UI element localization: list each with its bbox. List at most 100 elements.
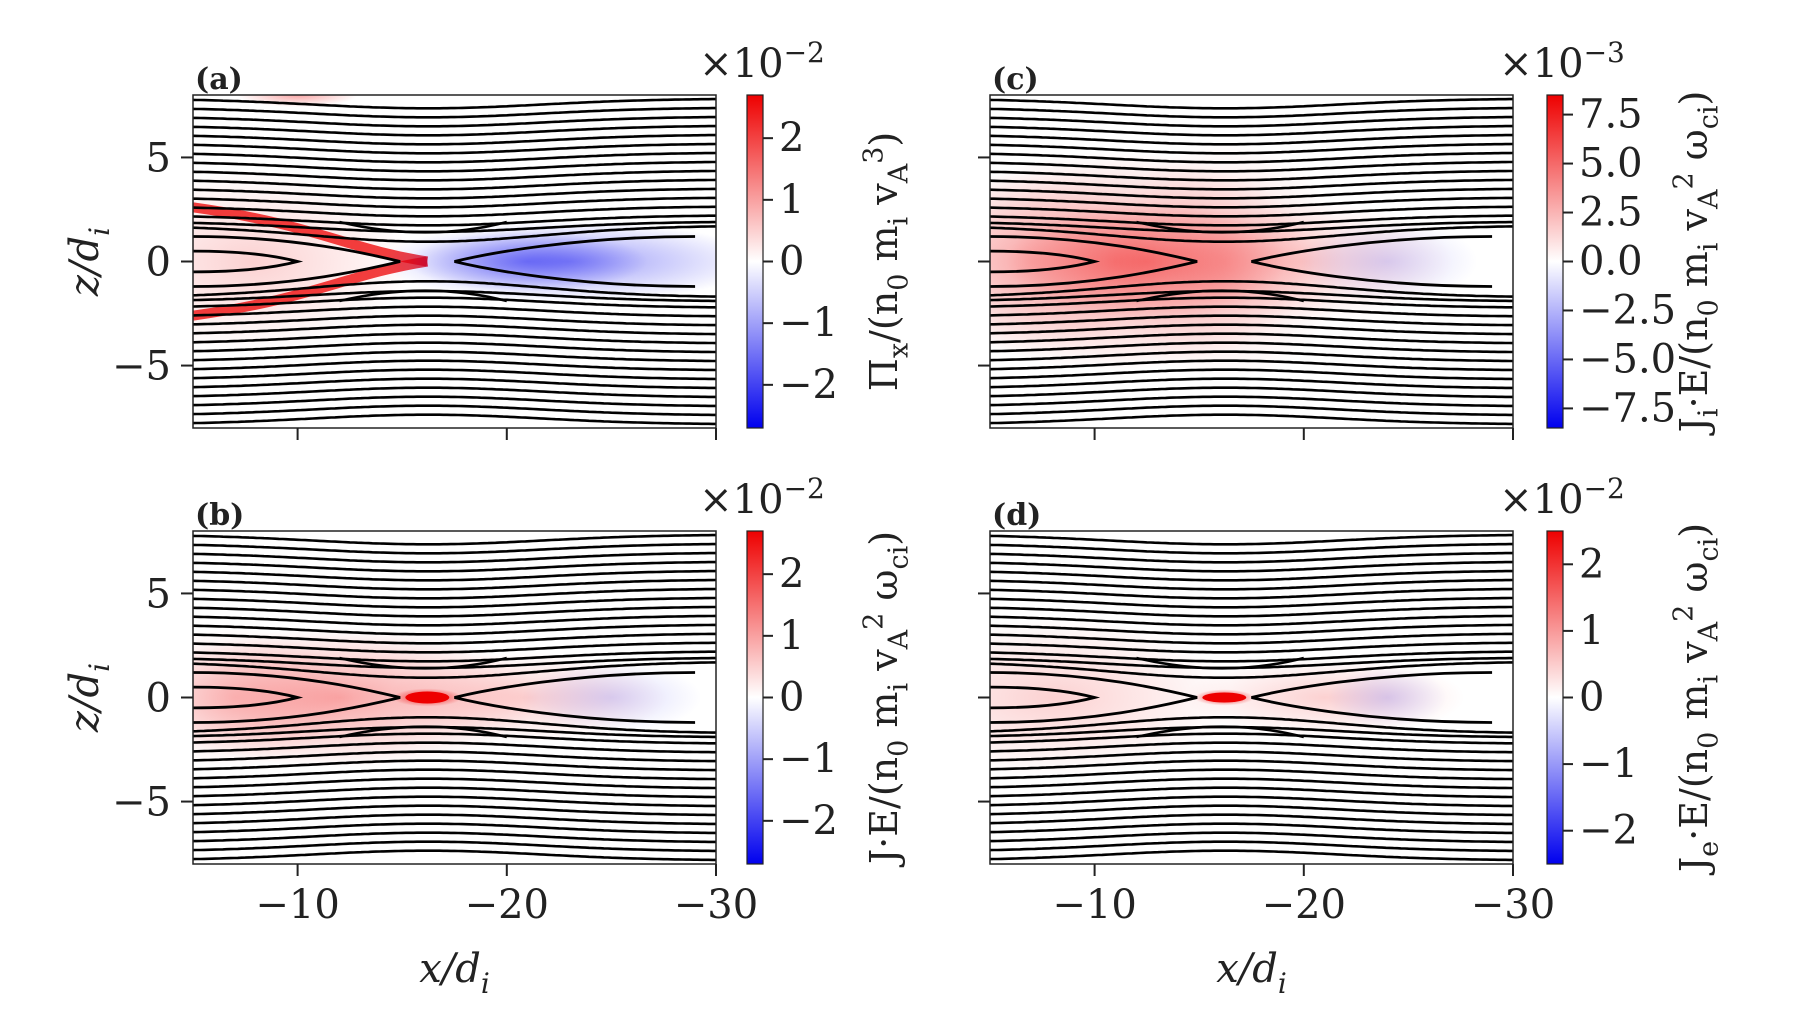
field-line bbox=[990, 632, 1513, 645]
separatrix-lower bbox=[1136, 725, 1305, 739]
field-line bbox=[193, 831, 716, 844]
field-line bbox=[990, 596, 1513, 609]
field-line bbox=[193, 822, 716, 835]
x-tick-label: −30 bbox=[1471, 882, 1555, 928]
field-line bbox=[193, 133, 716, 146]
colorbar-tick-label: 5.0 bbox=[1579, 141, 1643, 187]
field-line bbox=[193, 641, 716, 654]
field-line bbox=[193, 106, 716, 119]
field-line bbox=[193, 169, 716, 182]
island-boundary bbox=[990, 671, 1198, 724]
field-line bbox=[193, 368, 716, 381]
field-line bbox=[193, 569, 716, 582]
field-line bbox=[193, 650, 716, 663]
field-line bbox=[990, 813, 1513, 826]
separatrix-upper bbox=[1136, 220, 1305, 234]
field-line bbox=[990, 214, 1513, 227]
field-line bbox=[193, 759, 716, 772]
dissipation-left-island bbox=[193, 627, 355, 768]
field-line bbox=[990, 786, 1513, 799]
colorbar-tick-label: −1 bbox=[779, 300, 838, 346]
colorbar-tick-label: −5.0 bbox=[1579, 336, 1676, 382]
field-line bbox=[193, 296, 716, 309]
field-line bbox=[193, 732, 716, 745]
field-line bbox=[990, 386, 1513, 399]
separatrix-lower bbox=[1136, 289, 1305, 303]
colorbar-tick-label: 0.0 bbox=[1579, 239, 1643, 285]
y-tick-label: −5 bbox=[112, 780, 171, 826]
island-boundary bbox=[990, 235, 1198, 288]
field-line bbox=[990, 605, 1513, 618]
field-line bbox=[990, 551, 1513, 564]
island-inner-left bbox=[990, 685, 1101, 710]
field-line bbox=[193, 124, 716, 137]
field-line bbox=[193, 341, 716, 354]
separatrix-upper bbox=[1136, 656, 1305, 670]
field-line bbox=[193, 741, 716, 754]
colorbar-tick-label: −2.5 bbox=[1579, 287, 1676, 333]
field-line bbox=[990, 650, 1513, 663]
field-line bbox=[990, 133, 1513, 146]
field-line bbox=[193, 205, 716, 218]
colorbar-gradient bbox=[1546, 530, 1564, 865]
field-line bbox=[193, 813, 716, 826]
colorbar-tick-label: 7.5 bbox=[1579, 92, 1643, 138]
colorbar: 7.55.02.50.0−2.5−5.0−7.5 ×10−3​ Ji​·E/(n0​… bbox=[1499, 36, 1724, 437]
colorbar-tick-label: −1 bbox=[779, 736, 838, 782]
field-line-contours bbox=[193, 533, 716, 862]
colorbar-label: Ji​·E/(n0​ mi​ vA​2​ ωci​) bbox=[1669, 91, 1725, 437]
chart-panel-c: (c) 7.55.02.50.0−2.5−5.0−7.5 ×10−3​ Ji​·E/(… bbox=[978, 36, 1725, 440]
island-inner-left bbox=[990, 249, 1101, 274]
island-inner-left bbox=[193, 685, 304, 710]
colorbar-offset: ×10−2​ bbox=[699, 36, 825, 87]
flux-top-edge bbox=[237, 95, 358, 107]
field-line bbox=[990, 831, 1513, 844]
panel-label: (b) bbox=[195, 498, 244, 533]
field-line bbox=[990, 759, 1513, 772]
colorbar: 2 1 0 −1 −2 ×10−2​ Πx​/(n0​ mi​ vA​3​) bbox=[699, 36, 915, 429]
island-boundary bbox=[454, 671, 696, 724]
field-line bbox=[990, 205, 1513, 218]
field-line bbox=[193, 551, 716, 564]
field-line bbox=[193, 214, 716, 227]
separatrix-lower bbox=[339, 289, 508, 303]
island-boundary bbox=[1251, 235, 1493, 288]
field-line bbox=[990, 115, 1513, 128]
field-line bbox=[990, 169, 1513, 182]
field-line bbox=[193, 187, 716, 200]
field-line bbox=[193, 605, 716, 618]
field-line bbox=[990, 614, 1513, 627]
x-tick-label: −10 bbox=[1052, 882, 1136, 928]
colorbar-tick-label: −2 bbox=[779, 362, 838, 408]
field-line bbox=[193, 196, 716, 209]
colorbar-tick-label: −2 bbox=[779, 798, 838, 844]
field-line bbox=[193, 768, 716, 781]
colorbar-label: Je​·E/(n0​ mi​ vA​2​ ωci​) bbox=[1669, 523, 1725, 876]
separatrix-upper bbox=[339, 656, 508, 670]
colorbar-tick-label: 1 bbox=[779, 613, 804, 659]
field-line bbox=[990, 560, 1513, 573]
field-line bbox=[990, 822, 1513, 835]
field-line bbox=[990, 280, 1513, 298]
field-line bbox=[990, 768, 1513, 781]
field-line bbox=[193, 280, 716, 298]
x-tick-label: −20 bbox=[1262, 882, 1346, 928]
x-tick-label: −30 bbox=[674, 882, 758, 928]
field-line bbox=[193, 305, 716, 318]
field-line bbox=[990, 413, 1513, 426]
panel-label: (a) bbox=[195, 62, 243, 97]
field-line bbox=[193, 413, 716, 426]
y-tick-label: 0 bbox=[146, 676, 171, 722]
field-line bbox=[193, 160, 716, 173]
separatrix-upper bbox=[339, 220, 508, 234]
field-line bbox=[193, 786, 716, 799]
field-line bbox=[990, 777, 1513, 790]
field-line bbox=[990, 97, 1513, 110]
x-axis-label: x/di​ bbox=[419, 946, 490, 1000]
field-line bbox=[990, 716, 1513, 734]
field-line bbox=[990, 124, 1513, 137]
field-line bbox=[990, 332, 1513, 345]
field-line bbox=[193, 178, 716, 191]
field-line bbox=[193, 395, 716, 408]
field-line bbox=[193, 777, 716, 790]
